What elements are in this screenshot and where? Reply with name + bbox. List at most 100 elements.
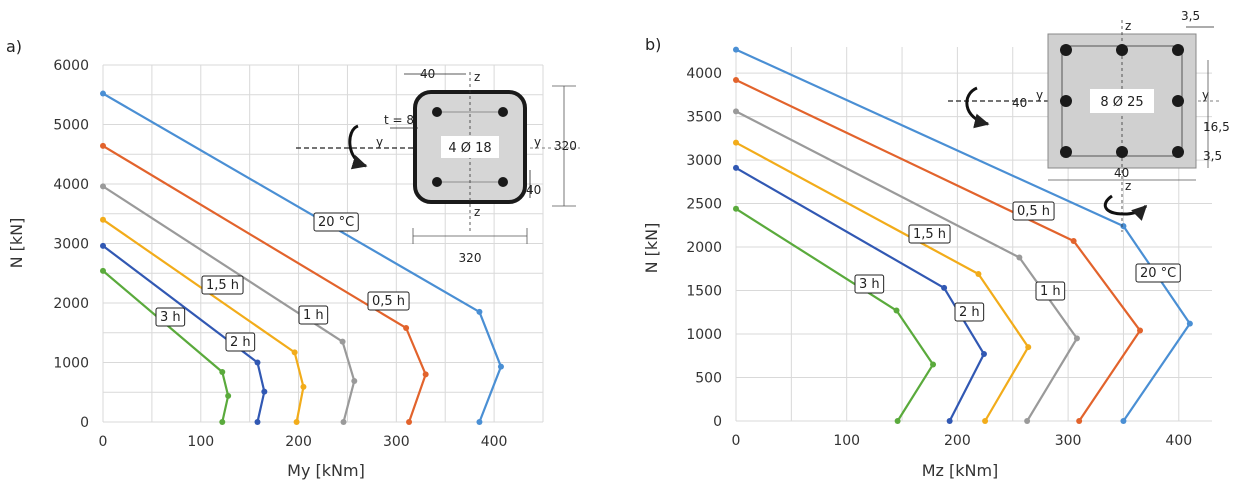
y-tick-label: 0 [80,415,89,431]
y-tick-label: 2000 [686,240,722,256]
series-label: 1,5 h [201,275,244,295]
panel-a-label: a) [6,37,22,56]
x-tick-label: 400 [1165,433,1192,449]
series-label-box [155,307,186,327]
series-label-text: 1 h [1040,284,1061,299]
axis-label-y-left: y [1036,88,1043,102]
panel-a-inset-section: 4 Ø 18 z z y y 40 t = 8 320 40 320 [296,67,580,265]
x-tick-label: 100 [833,433,860,449]
panel-b-x-axis-label: Mz [kNm] [922,461,999,480]
x-tick-label: 300 [383,434,410,450]
rebar-dot [1060,44,1072,56]
x-tick-label: 0 [99,434,108,450]
series-label-text: 0,5 h [372,294,405,309]
rebar-dot [1172,44,1184,56]
axis-label-y-right: y [1202,88,1209,102]
panel-b-label: b) [645,35,661,54]
series-label: 1 h [1035,281,1066,301]
series-label: 3 h [854,274,885,294]
series-label-box [298,305,329,325]
series-label-text: 20 °C [318,215,354,230]
series-line [102,218,305,423]
y-tick-label: 1500 [686,284,722,300]
series-label-box [225,332,256,352]
series-label-text: 2 h [230,335,251,350]
series-line [735,141,1030,422]
series-label-box [201,275,244,295]
series-label-box [1012,201,1055,221]
series-label-text: 20 °C [1140,266,1176,281]
panel-a-series-labels: 20 °C 0,5 h 1 h 1,5 h 2 h 3 h [155,212,410,352]
series-label: 2 h [954,302,985,322]
data-point [946,418,953,424]
series-line [102,185,356,423]
data-point [894,418,901,424]
data-point [497,363,504,370]
y-tick-label: 500 [695,371,722,387]
data-point [219,419,226,425]
data-point [406,419,413,425]
data-point [476,419,483,425]
rebar-dot [1172,146,1184,158]
dim-label-40-right: 40 [526,183,541,197]
x-tick-label: 0 [732,433,741,449]
y-tick-label: 3000 [686,153,722,169]
rebar-dot [1060,146,1072,158]
data-point [293,419,300,425]
dim-label-cover-top: 3,5 [1181,9,1200,23]
section-label-box [441,136,499,158]
axis-label-y-left: y [376,135,383,149]
y-tick-label: 1000 [53,356,89,372]
series-label: 1,5 h [908,224,951,244]
series-label-box [854,274,885,294]
series-label: 20 °C [313,212,359,232]
x-tick-label: 300 [1055,433,1082,449]
y-tick-label: 4000 [53,177,89,193]
section-rebar-label: 4 Ø 18 [448,141,491,156]
data-point [1073,335,1080,342]
data-point [1024,418,1031,424]
data-point [100,242,106,249]
series-label: 20 °C [1135,263,1181,283]
data-point [100,216,106,223]
data-point [261,388,268,395]
series-label: 0,5 h [367,291,410,311]
data-point [100,183,106,190]
moment-arrow-icon [1103,194,1148,221]
y-tick-label: 0 [713,414,722,430]
data-point [351,377,358,384]
data-point [476,308,483,315]
data-point [733,77,739,84]
y-tick-label: 3000 [53,237,89,253]
data-point [941,284,948,291]
panel-a-x-axis-label: My [kNm] [287,461,365,480]
y-tick-label: 6000 [53,58,89,74]
y-tick-label: 2500 [686,197,722,213]
data-point [980,351,987,358]
data-point [300,383,307,390]
panel-b-inset-section: 8 Ø 25 z z y y 3,5 40 16,5 3,5 40 [948,9,1230,232]
dim-label-16-5: 16,5 [1203,120,1230,134]
dim-label-thickness: t = 8 [384,113,414,127]
panel-b-y-axis-label: N [kN] [642,223,661,274]
data-point [403,324,410,331]
series-label-box [367,291,410,311]
series-label: 2 h [225,332,256,352]
dim-label-320-bottom: 320 [459,251,482,265]
data-point [733,139,739,146]
data-point [930,361,937,368]
rebar-dot [432,107,442,117]
series-label: 1 h [298,305,329,325]
axis-label-y-right: y [534,135,541,149]
chart-panel-b: b) 0 500 1000 1500 2000 2500 3000 3500 4000 0 100… [642,9,1230,480]
axis-label-z-top: z [474,70,480,84]
series-label-box [1035,281,1066,301]
series-label: 3 h [155,307,186,327]
data-point [733,46,739,53]
x-tick-label: 100 [187,434,214,450]
series-line [735,207,935,422]
data-point [339,338,346,345]
rebar-dot [498,177,508,187]
series-label-box [313,212,359,232]
moment-arrow-icon [348,124,368,170]
